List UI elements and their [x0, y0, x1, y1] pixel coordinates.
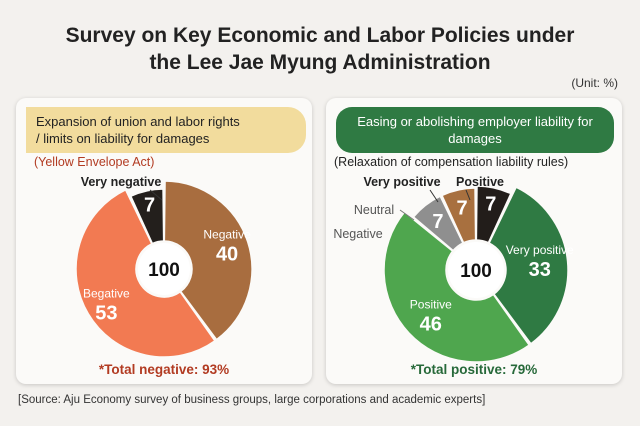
- total-note: *Total positive: 79%: [410, 362, 538, 377]
- panel-header: Easing or abolishing employer liability …: [336, 107, 614, 153]
- slice-value: 7: [456, 198, 467, 220]
- panel-subtitle: (Relaxation of compensation liability ru…: [334, 155, 569, 169]
- slice-begative: [75, 188, 216, 358]
- slice-value: 33: [529, 259, 551, 281]
- panel-yellow-envelope-act: Expansion of union and labor rights / li…: [16, 98, 312, 384]
- slice-label: Negative: [203, 227, 251, 241]
- leader-line: [429, 189, 439, 203]
- slice-value: 46: [420, 313, 442, 335]
- slice-label: Begative: [83, 287, 130, 301]
- panel-header-line-1: Expansion of union and labor rights: [36, 114, 240, 129]
- title-line-2: the Lee Jae Myung Administration: [149, 51, 491, 74]
- donut-hole: [138, 243, 190, 295]
- chart-title: Survey on Key Economic and Labor Policie…: [0, 22, 640, 76]
- center-total: 100: [148, 260, 180, 281]
- slice-value: 7: [144, 195, 155, 217]
- donut-hole: [448, 242, 504, 298]
- slice-label: Very positive: [506, 243, 574, 257]
- slice-value: 7: [432, 211, 443, 233]
- panel-header-line-2: / limits on liability for damages: [36, 131, 210, 146]
- slice-positive: [475, 185, 512, 244]
- panel-header-line-1: Easing or abolishing employer liability …: [357, 114, 593, 129]
- outside-label-very-positive: Very positive: [363, 175, 440, 189]
- outside-label-very-negative: Very negative: [81, 175, 162, 189]
- panel-employer-liability: Easing or abolishing employer liability …: [326, 98, 622, 384]
- leader-line: [149, 189, 163, 201]
- slice-very-negative: [129, 188, 165, 245]
- slice-label: Positive: [410, 297, 452, 311]
- outside-label-positive: Positive: [456, 175, 504, 189]
- title-line-1: Survey on Key Economic and Labor Policie…: [65, 24, 575, 47]
- panel-header-line-2: damages: [448, 131, 502, 146]
- slice-positive: [383, 211, 531, 363]
- slice-value: 7: [485, 194, 496, 216]
- total-note: *Total negative: 93%: [98, 362, 230, 377]
- source-note: [Source: Aju Economy survey of business …: [18, 394, 486, 406]
- outside-label-negative: Negative: [333, 227, 382, 241]
- leader-line: [399, 209, 415, 221]
- slice-negative: [412, 195, 464, 252]
- slice-very-positive: [440, 187, 477, 244]
- leader-line: [465, 189, 471, 201]
- slice-value: 53: [95, 303, 117, 325]
- panel-subtitle: (Yellow Envelope Act): [34, 155, 155, 169]
- slice-value: 40: [216, 243, 238, 265]
- donut-chart-left: 7 Negative 40 Begative 53 100 Very negative: [75, 175, 253, 358]
- slice-negative: [163, 180, 253, 341]
- center-total: 100: [460, 261, 492, 282]
- unit-label: (Unit: %): [571, 76, 618, 90]
- slice-very-positive: [488, 186, 569, 345]
- panel-header: Expansion of union and labor rights / li…: [26, 107, 306, 153]
- outside-label-neutral: Neutral: [354, 203, 394, 217]
